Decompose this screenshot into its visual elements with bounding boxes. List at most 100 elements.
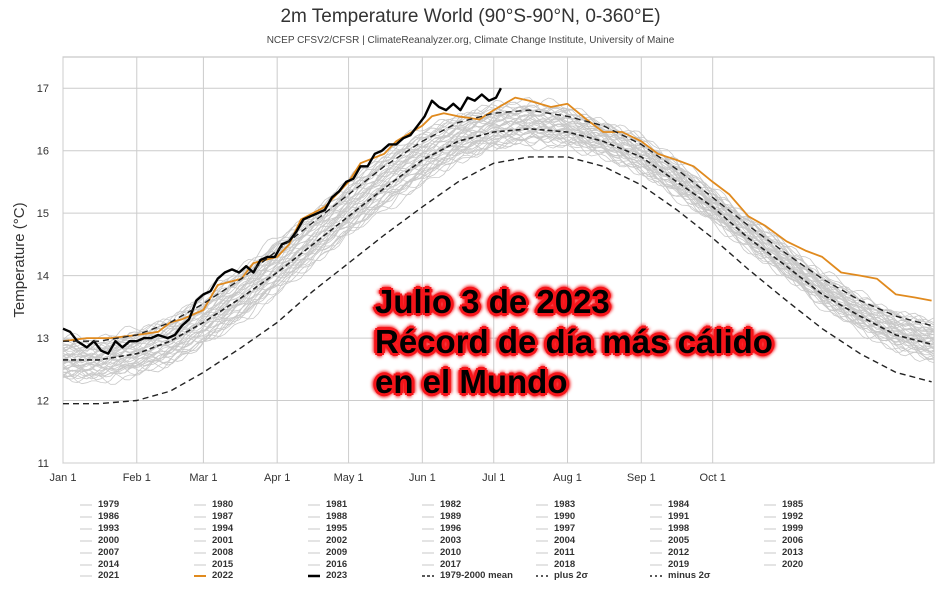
legend-swatch <box>650 513 662 521</box>
legend-label: 2015 <box>212 558 234 570</box>
x-tick-label: May 1 <box>334 472 364 484</box>
legend-swatch <box>194 501 206 509</box>
legend-label: 2010 <box>440 546 462 558</box>
legend-label: 2020 <box>782 558 804 570</box>
series-line-2006 <box>62 112 935 360</box>
legend-swatch <box>536 537 548 545</box>
series-line-1995 <box>62 124 935 369</box>
legend-label: 2023 <box>326 570 348 582</box>
series-line-1988 <box>62 126 935 380</box>
legend-swatch <box>650 525 662 533</box>
x-tick-label: Mar 1 <box>189 472 217 484</box>
y-tick-label: 16 <box>37 146 49 158</box>
legend-swatch <box>80 561 92 569</box>
legend-swatch <box>764 549 776 557</box>
legend-swatch <box>764 513 776 521</box>
legend-label: 2011 <box>554 546 575 558</box>
legend-label: 1989 <box>440 510 462 522</box>
legend-swatch <box>422 513 434 521</box>
x-tick-label: Sep 1 <box>627 472 656 484</box>
legend-label: 2016 <box>326 558 348 570</box>
legend-swatch <box>308 572 320 580</box>
legend-swatch <box>194 513 206 521</box>
legend-label: 2004 <box>554 534 576 546</box>
legend-label: 2021 <box>98 570 120 582</box>
series-line-1993 <box>62 124 935 369</box>
x-tick-label: Jun 1 <box>409 472 436 484</box>
series-layer <box>62 87 932 405</box>
legend-swatch <box>80 572 92 580</box>
y-axis-label: Temperature (°C) <box>11 202 28 317</box>
chart-legend: 1979 1980 1981 1982 1983 1984 1985 1986 1987 1988… <box>80 497 940 597</box>
legend-swatch <box>422 501 434 509</box>
legend-swatch <box>194 525 206 533</box>
legend-swatch <box>308 525 320 533</box>
legend-label: 1990 <box>554 510 576 522</box>
record-annotation: Julio 3 de 2023 Récord de día más cálido… <box>375 282 773 402</box>
legend-label: 1995 <box>326 522 348 534</box>
legend-label: 1984 <box>668 499 690 510</box>
legend-swatch <box>764 501 776 509</box>
legend-label: 2009 <box>326 546 348 558</box>
series-line-2023 <box>62 87 502 355</box>
legend-swatch <box>650 572 662 580</box>
series-line-2008 <box>62 106 935 357</box>
legend-swatch <box>422 572 434 580</box>
series-line-1987 <box>62 130 935 378</box>
legend-swatch <box>422 525 434 533</box>
legend-label: 1994 <box>212 522 234 534</box>
series-line-2016 <box>62 101 935 349</box>
legend-swatch <box>764 561 776 569</box>
legend-label: 2019 <box>668 558 690 570</box>
legend-label: 1998 <box>668 522 690 534</box>
legend-label: plus 2σ <box>554 570 588 582</box>
legend-swatch <box>308 501 320 509</box>
x-tick-label: Oct 1 <box>700 472 726 484</box>
legend-label: 2022 <box>212 570 234 582</box>
legend-label: 2003 <box>440 534 462 546</box>
series-line-minus-2- <box>63 156 932 405</box>
legend-swatch <box>536 513 548 521</box>
legend-label: 1983 <box>554 499 576 510</box>
legend-label: 1980 <box>212 499 234 510</box>
legend-swatch <box>650 537 662 545</box>
y-tick-label: 14 <box>37 271 49 283</box>
x-tick-label: Feb 1 <box>123 472 151 484</box>
legend-swatch <box>536 549 548 557</box>
legend-swatch <box>80 549 92 557</box>
legend-label: 2005 <box>668 534 690 546</box>
legend-swatch <box>536 525 548 533</box>
legend-label: 2018 <box>554 558 576 570</box>
legend-label: 1997 <box>554 522 576 534</box>
annotation-line-2: Récord de día más cálido <box>375 323 773 360</box>
legend-label: 2014 <box>98 558 120 570</box>
legend-swatch <box>650 549 662 557</box>
series-line-2020 <box>62 99 935 348</box>
legend-label: 1986 <box>98 510 120 522</box>
y-tick-label: 13 <box>37 333 49 345</box>
legend-label: 1979 <box>98 499 120 510</box>
legend-label: 2002 <box>326 534 348 546</box>
legend-swatch <box>536 561 548 569</box>
series-line-1979-2000-mean <box>63 128 932 361</box>
x-tick-label: Jul 1 <box>482 472 505 484</box>
x-tick-label: Apr 1 <box>264 472 290 484</box>
legend-label: 2013 <box>782 546 804 558</box>
legend-label: 1985 <box>782 499 804 510</box>
legend-swatch <box>764 525 776 533</box>
legend-swatch <box>308 537 320 545</box>
legend-swatch <box>650 561 662 569</box>
legend-label: 2012 <box>668 546 690 558</box>
legend-swatch <box>80 501 92 509</box>
legend-label: 2017 <box>440 558 462 570</box>
legend-swatch <box>422 549 434 557</box>
series-line-plus-2- <box>63 109 932 342</box>
legend-swatch <box>764 537 776 545</box>
legend-swatch <box>308 561 320 569</box>
legend-label: 1993 <box>98 522 120 534</box>
legend-swatch <box>194 549 206 557</box>
legend-swatch <box>194 561 206 569</box>
legend-swatch <box>536 501 548 509</box>
legend-swatch <box>80 537 92 545</box>
axis-layer: 11 12 13 14 15 16 17 Jan 1 Feb 1 Mar 1 Apr 1 May 1 J… <box>37 83 726 484</box>
